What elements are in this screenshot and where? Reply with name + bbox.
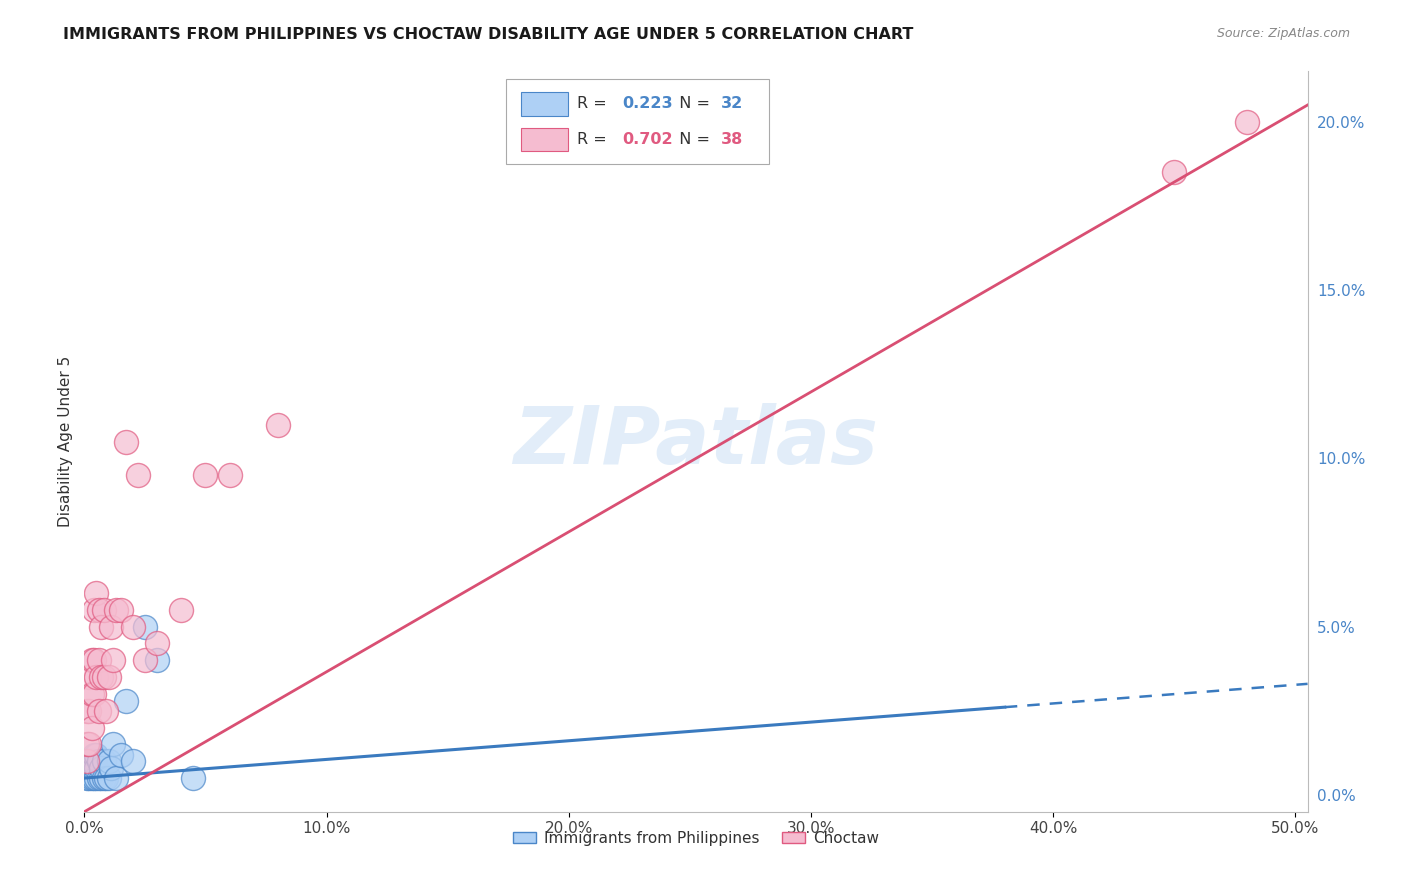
Point <box>87 754 110 768</box>
Point <box>90 670 112 684</box>
Point <box>90 619 112 633</box>
Text: R =: R = <box>578 96 612 112</box>
Point <box>77 738 100 752</box>
Point <box>77 754 100 768</box>
Point <box>127 468 149 483</box>
Point <box>110 603 132 617</box>
Text: R =: R = <box>578 132 612 147</box>
Point <box>218 468 240 483</box>
Point <box>80 653 103 667</box>
Point <box>97 771 120 785</box>
Point <box>83 747 105 762</box>
Point <box>80 771 103 785</box>
Point <box>86 747 108 762</box>
Point <box>100 619 122 633</box>
Point <box>77 771 100 785</box>
Point <box>1163 165 1185 179</box>
Point <box>104 771 127 785</box>
Text: 0.223: 0.223 <box>623 96 673 112</box>
Point <box>80 721 103 735</box>
Point <box>86 771 108 785</box>
Text: 38: 38 <box>720 132 742 147</box>
Point <box>121 619 143 633</box>
Point <box>80 761 103 775</box>
Point <box>93 754 115 768</box>
Point <box>86 670 108 684</box>
Point <box>97 670 120 684</box>
Text: Source: ZipAtlas.com: Source: ZipAtlas.com <box>1216 27 1350 40</box>
Point <box>80 687 103 701</box>
Point <box>134 619 156 633</box>
Point <box>146 636 169 650</box>
Text: N =: N = <box>669 96 716 112</box>
Point <box>86 761 108 775</box>
Point <box>121 754 143 768</box>
Point <box>77 761 100 775</box>
Point <box>1236 115 1258 129</box>
Point <box>114 434 136 449</box>
Point <box>87 771 110 785</box>
Point <box>183 771 205 785</box>
Text: 32: 32 <box>720 96 742 112</box>
Text: 0.702: 0.702 <box>623 132 673 147</box>
FancyBboxPatch shape <box>522 92 568 116</box>
Point <box>170 603 193 617</box>
Point <box>87 653 110 667</box>
Point <box>90 771 112 785</box>
Point <box>76 704 98 718</box>
Legend: Immigrants from Philippines, Choctaw: Immigrants from Philippines, Choctaw <box>508 825 884 852</box>
Point <box>93 603 115 617</box>
Point <box>83 653 105 667</box>
Text: N =: N = <box>669 132 716 147</box>
Point <box>96 771 118 785</box>
FancyBboxPatch shape <box>506 78 769 164</box>
Point <box>76 738 98 752</box>
Point <box>90 761 112 775</box>
Point <box>83 761 105 775</box>
Point <box>80 754 103 768</box>
Point <box>93 670 115 684</box>
Point <box>100 761 122 775</box>
Point <box>134 653 156 667</box>
Point <box>76 761 98 775</box>
Point <box>104 603 127 617</box>
FancyBboxPatch shape <box>522 128 568 152</box>
Point <box>83 603 105 617</box>
Point <box>87 603 110 617</box>
Point <box>83 687 105 701</box>
Point <box>103 653 125 667</box>
Point <box>76 771 98 785</box>
Point <box>87 704 110 718</box>
Point <box>194 468 217 483</box>
Point <box>83 771 105 785</box>
Point <box>96 704 118 718</box>
Text: ZIPatlas: ZIPatlas <box>513 402 879 481</box>
Point <box>146 653 169 667</box>
Text: IMMIGRANTS FROM PHILIPPINES VS CHOCTAW DISABILITY AGE UNDER 5 CORRELATION CHART: IMMIGRANTS FROM PHILIPPINES VS CHOCTAW D… <box>63 27 914 42</box>
Point <box>77 670 100 684</box>
Point <box>86 586 108 600</box>
Point <box>267 417 290 432</box>
Y-axis label: Disability Age Under 5: Disability Age Under 5 <box>58 356 73 527</box>
Point <box>114 694 136 708</box>
Point <box>103 738 125 752</box>
Point <box>93 771 115 785</box>
Point <box>110 747 132 762</box>
Point <box>76 754 98 768</box>
Point <box>77 704 100 718</box>
Point <box>97 754 120 768</box>
